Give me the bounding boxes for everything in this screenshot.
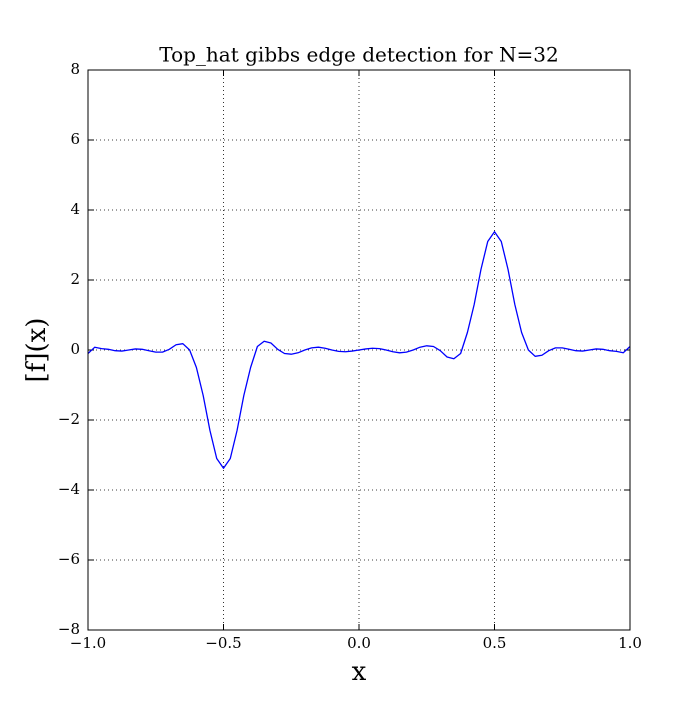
x-tick-label: 0.5 [483,634,507,652]
y-tick-label: −6 [58,550,80,568]
x-tick-label: 0.0 [347,634,371,652]
x-tick-label: −1.0 [70,634,106,652]
y-tick-label: 6 [70,130,80,148]
y-tick-label: −4 [58,480,80,498]
y-axis-label: [f](x) [22,318,52,383]
y-tick-label: 2 [70,270,80,288]
plot-frame [87,69,631,631]
y-tick-label: 8 [70,60,80,78]
x-tick-label: −0.5 [205,634,241,652]
y-tick-label: −2 [58,410,80,428]
y-tick-label: −8 [58,620,80,638]
x-tick-label: 1.0 [618,634,642,652]
y-tick-label: 0 [70,340,80,358]
chart-title: Top_hat gibbs edge detection for N=32 [159,43,558,67]
y-tick-label: 4 [70,200,80,218]
data-line [87,231,631,469]
x-axis-label: x [352,657,367,687]
